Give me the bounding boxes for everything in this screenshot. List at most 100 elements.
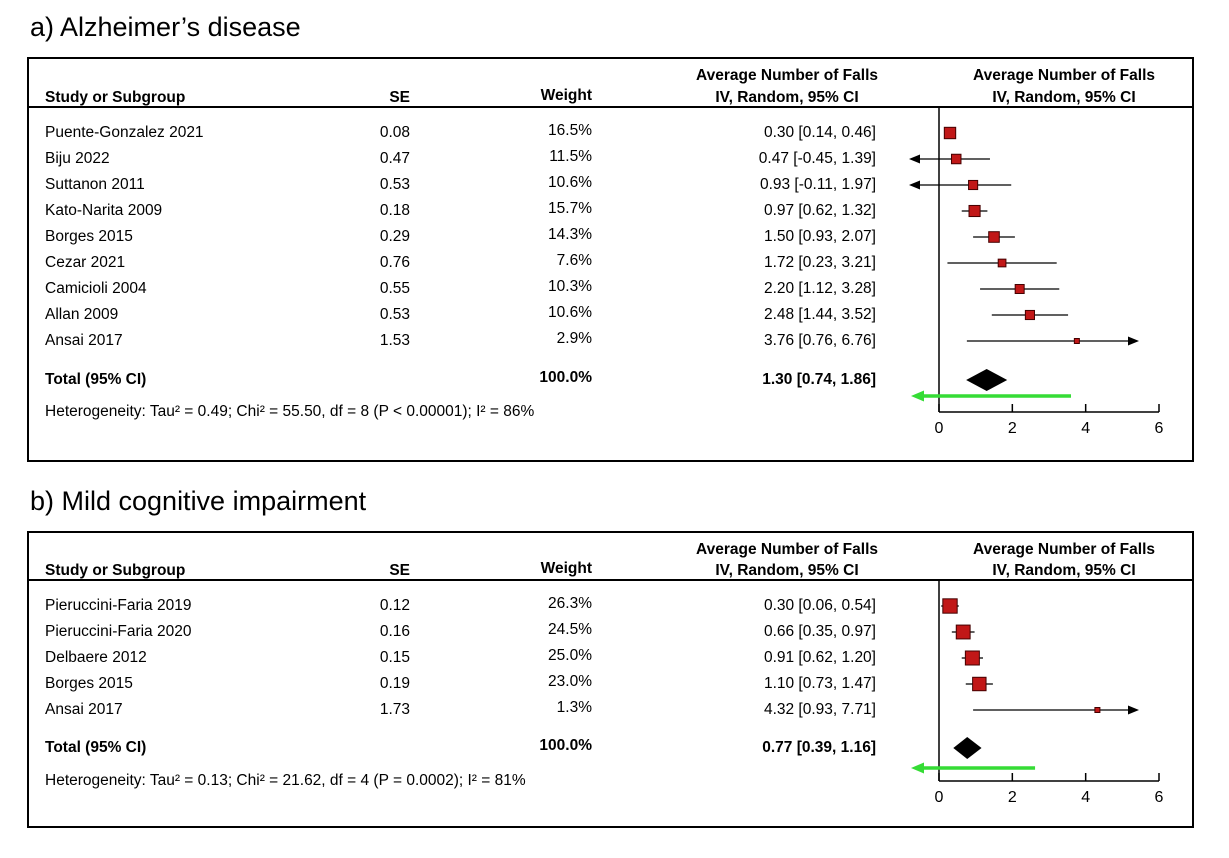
study-se: 1.73 (379, 701, 410, 718)
axis-tick-label: 4 (1081, 420, 1090, 437)
axis-tick-label: 4 (1081, 789, 1090, 806)
study-se: 0.47 (379, 150, 410, 167)
study-ci: 1.50 [0.93, 2.07] (763, 228, 876, 245)
study-name: Allan 2009 (45, 306, 119, 323)
col-study-header-a: Study or Subgroup (45, 89, 186, 106)
study-name: Puente-Gonzalez 2021 (45, 124, 204, 141)
col-effect-header-plot-b: Average Number of Falls (972, 541, 1156, 558)
study-name: Borges 2015 (45, 228, 133, 245)
study-name: Delbaere 2012 (45, 649, 147, 666)
study-se: 0.19 (379, 675, 410, 692)
study-se: 0.08 (379, 124, 410, 141)
col-effect-header-text-b: Average Number of Falls (695, 541, 879, 558)
study-weight: 10.6% (548, 174, 592, 191)
study-name: Camicioli 2004 (45, 280, 147, 297)
total-label-a: Total (95% CI) (45, 371, 147, 388)
axis-tick-label: 0 (935, 789, 944, 806)
study-se: 0.15 (379, 649, 410, 666)
ci-right-arrow (1128, 705, 1139, 715)
col-effect-header-text-a: Average Number of Falls (695, 67, 879, 84)
study-ci: 0.30 [0.06, 0.54] (763, 597, 876, 614)
panel-b-title: b) Mild cognitive impairment (30, 486, 367, 516)
ci-right-arrow (1128, 336, 1139, 346)
col-se-header-a: SE (389, 89, 410, 106)
col-weight-header-a: Weight (540, 87, 592, 104)
col-study-header-b: Study or Subgroup (45, 562, 186, 579)
effect-square (972, 676, 987, 692)
study-se: 0.18 (379, 202, 410, 219)
study-weight: 15.7% (548, 200, 592, 217)
study-se: 0.53 (379, 306, 410, 323)
study-weight: 10.3% (548, 278, 592, 295)
effect-square (988, 231, 1000, 243)
study-ci: 0.66 [0.35, 0.97] (763, 623, 876, 640)
study-name: Biju 2022 (45, 150, 110, 167)
col-effect-header-plot-a: Average Number of Falls (972, 67, 1156, 84)
ci-left-arrow (909, 154, 920, 164)
study-weight: 26.3% (548, 595, 592, 612)
panel-a-title: a) Alzheimer’s disease (30, 12, 301, 42)
col-ci-header-text-b: IV, Random, 95% CI (715, 562, 859, 579)
col-se-header-b: SE (389, 562, 410, 579)
study-name: Pieruccini-Faria 2020 (45, 623, 192, 640)
study-ci: 1.72 [0.23, 3.21] (763, 254, 876, 271)
effect-square (943, 126, 957, 140)
study-ci: 0.30 [0.14, 0.46] (763, 124, 876, 141)
effect-square (1024, 309, 1035, 321)
study-weight: 7.6% (556, 252, 592, 269)
total-weight-b: 100.0% (539, 737, 592, 754)
study-name: Ansai 2017 (45, 701, 123, 718)
effect-square (1094, 707, 1101, 713)
effect-square (1014, 284, 1025, 294)
study-ci: 0.97 [0.62, 1.32] (763, 202, 876, 219)
effect-square (964, 650, 980, 666)
study-name: Kato-Narita 2009 (45, 202, 163, 219)
axis-tick-label: 6 (1155, 789, 1164, 806)
effect-square (950, 153, 962, 165)
effect-square (997, 258, 1007, 268)
green-arrow-head (911, 762, 924, 774)
study-ci: 0.47 [-0.45, 1.39] (758, 150, 876, 167)
col-weight-header-b: Weight (540, 560, 592, 577)
effect-square (942, 598, 958, 614)
study-se: 0.16 (379, 623, 410, 640)
study-se: 0.55 (379, 280, 410, 297)
panel-b-box: 0 2 4 6 Average Number of Falls Average Num… (27, 531, 1194, 828)
study-name: Borges 2015 (45, 675, 133, 692)
total-diamond (966, 369, 1008, 391)
study-weight: 1.3% (556, 699, 592, 716)
study-ci: 2.20 [1.12, 3.28] (763, 280, 876, 297)
study-weight: 25.0% (548, 647, 592, 664)
axis-tick-label: 2 (1008, 789, 1017, 806)
study-name: Pieruccini-Faria 2019 (45, 597, 192, 614)
study-se: 0.29 (379, 228, 410, 245)
heterogeneity-b: Heterogeneity: Tau² = 0.13; Chi² = 21.62… (45, 772, 526, 789)
effect-square (968, 204, 981, 218)
study-weight: 16.5% (548, 122, 592, 139)
study-ci: 3.76 [0.76, 6.76] (763, 332, 876, 349)
heterogeneity-a: Heterogeneity: Tau² = 0.49; Chi² = 55.50… (45, 403, 535, 420)
study-weight: 11.5% (549, 148, 592, 165)
green-arrow-head (911, 390, 924, 402)
study-se: 0.76 (379, 254, 410, 271)
total-ci-a: 1.30 [0.74, 1.86] (762, 371, 876, 388)
study-ci: 1.10 [0.73, 1.47] (763, 675, 876, 692)
forest-plot-a: 0 2 4 6 (29, 106, 1192, 437)
study-se: 0.53 (379, 176, 410, 193)
study-ci: 0.93 [-0.11, 1.97] (759, 176, 876, 193)
forest-plot-b: 0 2 4 6 (29, 579, 1192, 806)
total-diamond (953, 737, 982, 759)
study-se: 1.53 (379, 332, 410, 349)
effect-square (968, 179, 979, 191)
col-ci-header-plot-a: IV, Random, 95% CI (992, 89, 1136, 106)
total-ci-b: 0.77 [0.39, 1.16] (762, 739, 876, 756)
study-ci: 4.32 [0.93, 7.71] (763, 701, 876, 718)
ci-left-arrow (909, 180, 920, 190)
study-name: Cezar 2021 (45, 254, 126, 271)
axis-tick-label: 6 (1155, 420, 1164, 437)
study-weight: 24.5% (548, 621, 592, 638)
study-weight: 10.6% (548, 304, 592, 321)
study-weight: 23.0% (548, 673, 592, 690)
study-ci: 0.91 [0.62, 1.20] (763, 649, 876, 666)
